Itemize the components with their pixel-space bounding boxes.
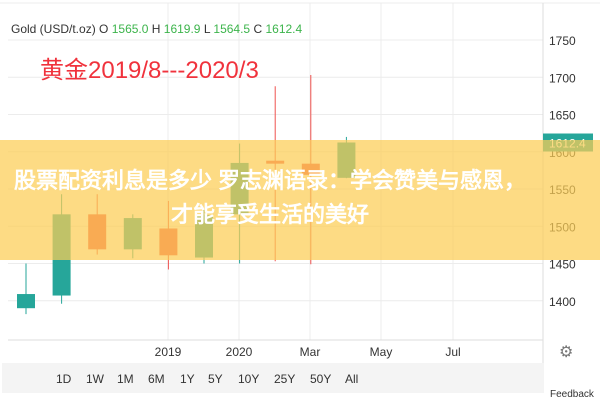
x-tick-label: Jul xyxy=(445,345,460,359)
x-tick-label: Mar xyxy=(300,345,321,359)
range-button-5y[interactable]: 5Y xyxy=(208,372,223,386)
candle xyxy=(17,263,35,315)
y-tick-label: 1650 xyxy=(549,109,576,123)
high-value: 1619.9 xyxy=(163,22,201,36)
symbol-label: Gold (USD/t.oz) xyxy=(11,22,96,36)
range-button-all[interactable]: All xyxy=(345,372,359,386)
range-button-50y[interactable]: 50Y xyxy=(310,372,332,386)
open-value: 1565.0 xyxy=(111,22,149,36)
banner-text: 股票配资利息是多少 罗志渊语录：学会赞美与感恩，才能享受生活的美好 xyxy=(13,168,527,227)
range-button-10y[interactable]: 10Y xyxy=(238,372,260,386)
range-button-1m[interactable]: 1M xyxy=(117,372,134,386)
y-tick-label: 1400 xyxy=(549,295,576,309)
range-selector-bar xyxy=(2,363,544,393)
ohlc-legend: Gold (USD/t.oz) O 1565.0 H 1619.9 L 1564… xyxy=(11,22,302,36)
y-tick-label: 1450 xyxy=(549,258,576,272)
range-button-6m[interactable]: 6M xyxy=(148,372,165,386)
feedback-link[interactable]: Feedback xyxy=(550,389,594,400)
overlay-banner xyxy=(0,140,600,260)
x-tick-label: 2020 xyxy=(226,345,253,359)
close-label: C xyxy=(253,22,263,36)
candle-body xyxy=(17,294,35,309)
y-tick-label: 1750 xyxy=(549,34,576,48)
range-button-1d[interactable]: 1D xyxy=(56,372,72,386)
low-value: 1564.5 xyxy=(213,22,251,36)
close-value: 1612.4 xyxy=(265,22,303,36)
gear-icon[interactable]: ⚙ xyxy=(559,344,574,361)
x-tick-label: 2019 xyxy=(155,345,182,359)
range-button-1w[interactable]: 1W xyxy=(86,372,104,386)
x-tick-label: May xyxy=(370,345,393,359)
y-tick-label: 1700 xyxy=(549,71,576,85)
range-button-1y[interactable]: 1Y xyxy=(180,372,195,386)
low-label: L xyxy=(203,22,211,36)
open-label: O xyxy=(99,22,109,36)
range-button-25y[interactable]: 25Y xyxy=(274,372,296,386)
date-range-annotation: 黄金2019/8---2020/3 xyxy=(40,57,259,84)
high-label: H xyxy=(151,22,161,36)
